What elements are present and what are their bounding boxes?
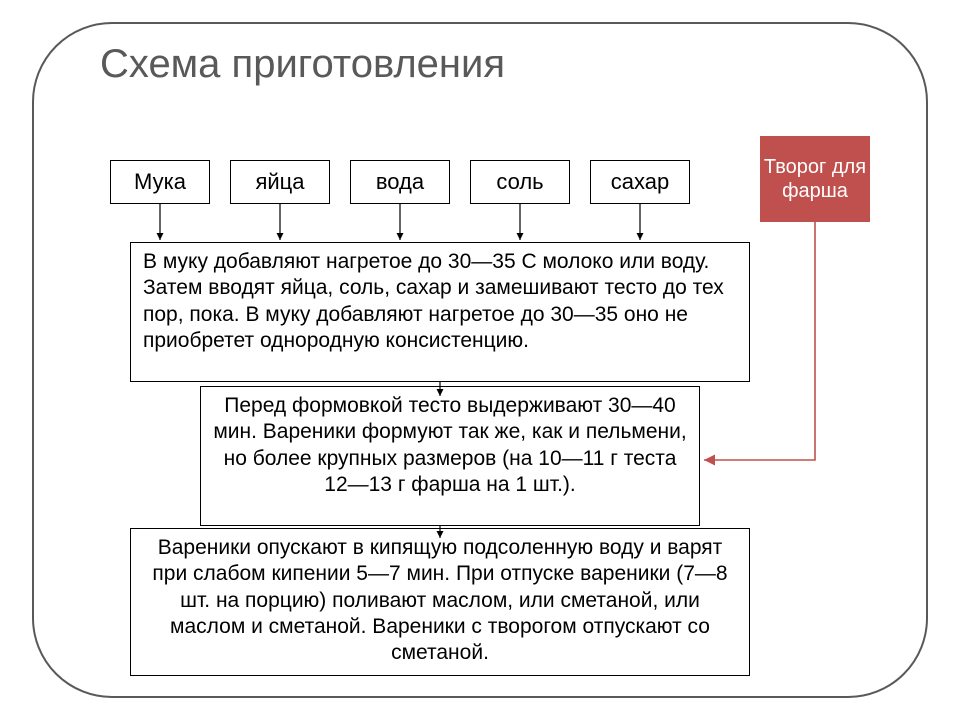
ingredient-box-4: сахар: [590, 160, 690, 204]
ingredient-box-0: Мука: [110, 160, 210, 204]
special-ingredient-box: Творог для фарша: [760, 136, 870, 222]
ingredient-label: соль: [496, 169, 543, 195]
page-title: Схема приготовления: [100, 42, 505, 87]
ingredient-box-2: вода: [350, 160, 450, 204]
ingredient-box-3: соль: [470, 160, 570, 204]
step-box-1: В муку добавляют нагретое до 30—35 С мол…: [130, 242, 750, 382]
step-text: В муку добавляют нагретое до 30—35 С мол…: [143, 250, 724, 352]
ingredient-label: яйца: [255, 169, 304, 195]
ingredient-label: сахар: [611, 169, 669, 195]
slide: Схема приготовления Мука яйца вода соль …: [0, 0, 960, 720]
step-box-2: Перед формовкой тесто выдерживают 30—40 …: [200, 386, 700, 526]
special-ingredient-label: Творог для фарша: [760, 155, 870, 203]
ingredient-label: Мука: [134, 169, 186, 195]
ingredient-label: вода: [376, 169, 424, 195]
step-box-3: Вареники опускают в кипящую подсоленную …: [130, 528, 750, 676]
ingredient-box-1: яйца: [230, 160, 330, 204]
step-text: Вареники опускают в кипящую подсоленную …: [152, 536, 727, 664]
step-text: Перед формовкой тесто выдерживают 30—40 …: [213, 394, 686, 496]
